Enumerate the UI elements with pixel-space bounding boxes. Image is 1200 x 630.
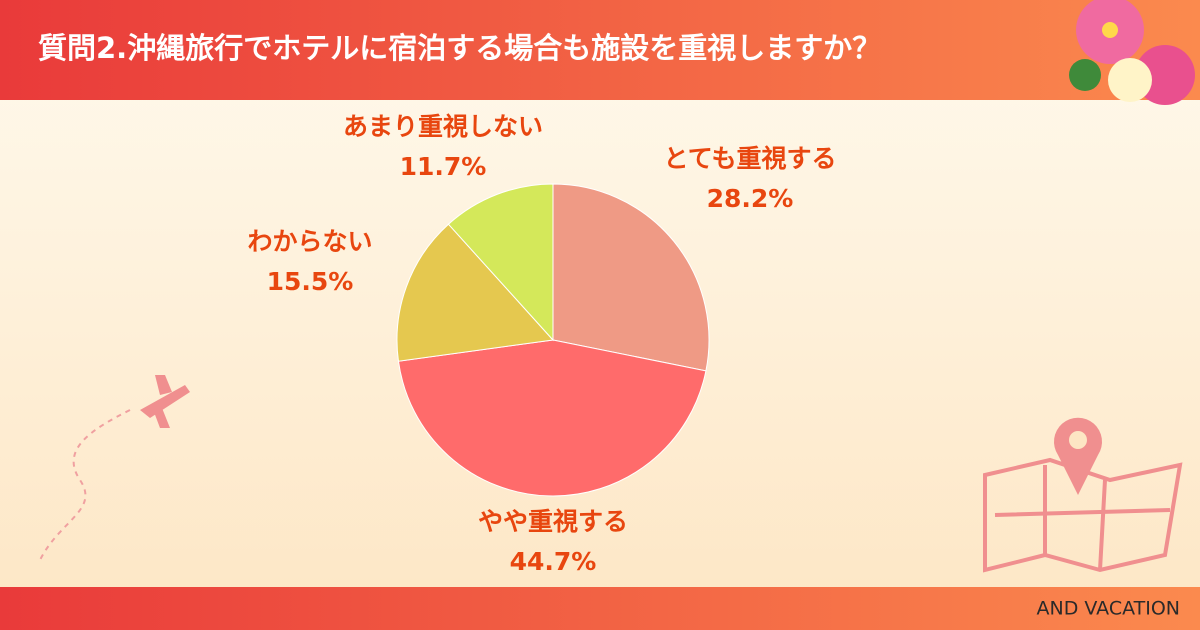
pie-slice: [397, 339, 707, 497]
flowers: [1069, 0, 1195, 105]
slice-category-label: あまり重視しない: [343, 112, 543, 141]
slice-category-label: とても重視する: [663, 144, 836, 173]
airplane-decoration: [39, 375, 190, 561]
pie-slice: [552, 183, 710, 372]
footer-band: [0, 587, 1200, 630]
chart-title: 質問2.沖縄旅行でホテルに宿泊する場合も施設を重視しますか？: [38, 31, 881, 65]
slice-category-label: やや重視する: [478, 507, 628, 536]
slice-value-label: 44.7%: [510, 547, 597, 576]
map-decoration: [983, 417, 1183, 573]
pie-slice: [396, 223, 555, 362]
header-band: [0, 0, 1200, 100]
pie-slice: [447, 183, 554, 342]
slice-category-label: わからない: [247, 227, 372, 256]
slice-value-label: 28.2%: [707, 184, 794, 213]
footer-brand: AND VACATION: [1037, 598, 1181, 620]
slice-value-label: 15.5%: [267, 267, 354, 296]
slice-value-label: 11.7%: [400, 152, 487, 181]
